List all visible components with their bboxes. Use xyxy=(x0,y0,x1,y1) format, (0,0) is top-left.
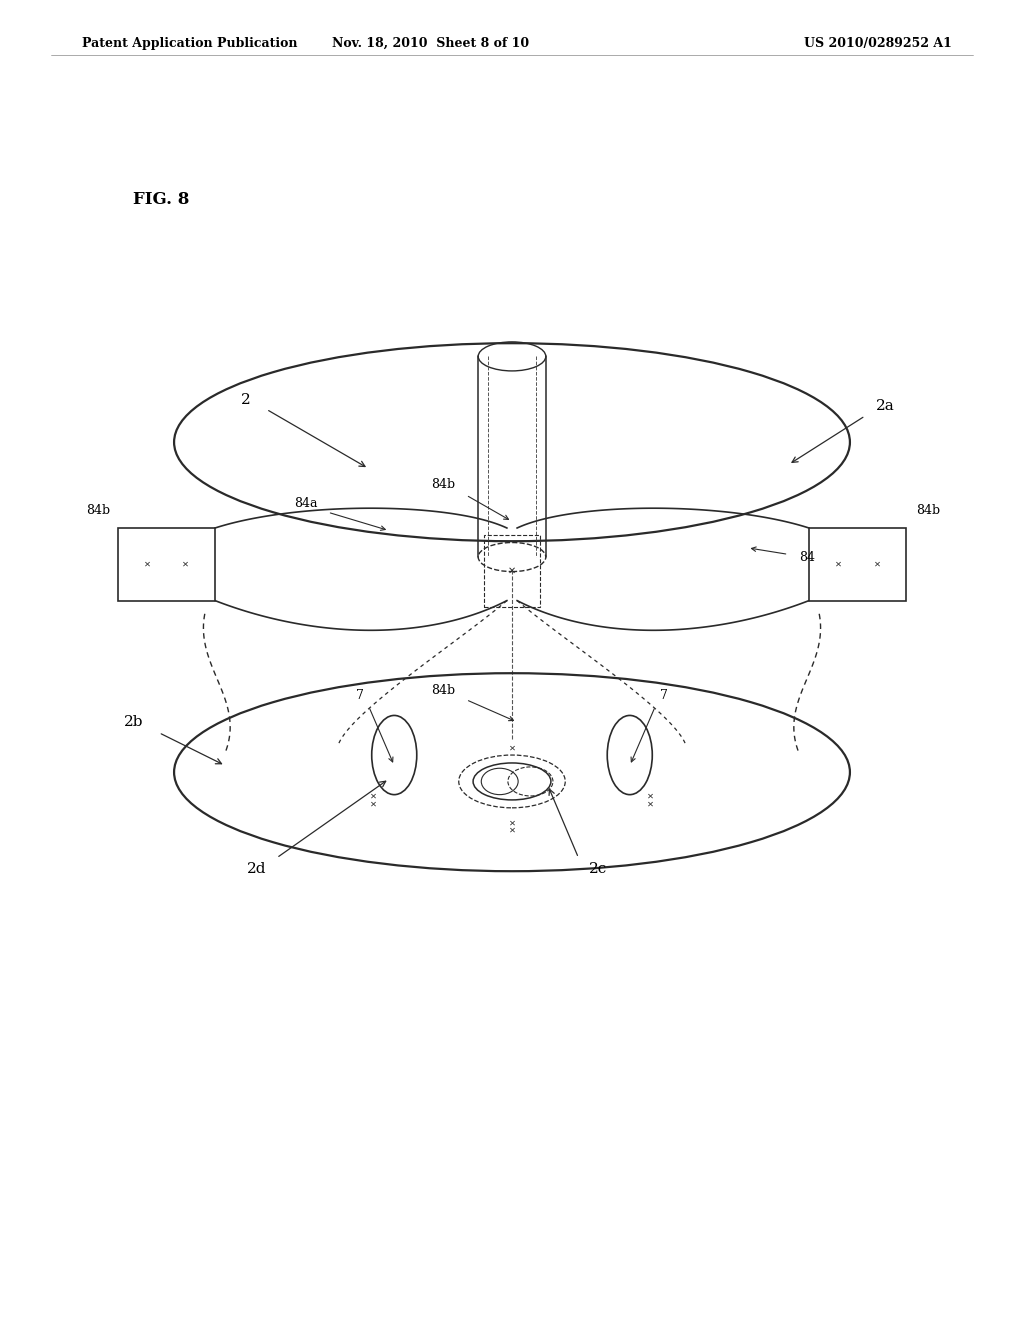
Text: ✕
✕: ✕ ✕ xyxy=(509,818,515,836)
Bar xyxy=(483,535,541,607)
Text: 84a: 84a xyxy=(294,496,317,510)
Text: FIG. 8: FIG. 8 xyxy=(133,191,189,209)
Text: ✕: ✕ xyxy=(508,566,516,576)
Bar xyxy=(118,528,215,601)
Text: ✕: ✕ xyxy=(143,560,151,569)
Text: 7: 7 xyxy=(355,689,364,702)
Text: 84b: 84b xyxy=(916,504,941,517)
Text: ✕: ✕ xyxy=(182,560,189,569)
Text: ✕
✕: ✕ ✕ xyxy=(647,792,653,809)
Text: 2b: 2b xyxy=(124,714,143,729)
Text: 7: 7 xyxy=(660,689,669,702)
Text: ✕: ✕ xyxy=(835,560,842,569)
Text: 2a: 2a xyxy=(876,399,894,413)
Text: 84b: 84b xyxy=(86,504,111,517)
Text: 2d: 2d xyxy=(247,862,266,876)
Text: 84b: 84b xyxy=(431,478,456,491)
Text: 2: 2 xyxy=(241,392,251,407)
Text: US 2010/0289252 A1: US 2010/0289252 A1 xyxy=(805,37,952,50)
Text: ✕: ✕ xyxy=(873,560,881,569)
Bar xyxy=(809,528,906,601)
Text: Patent Application Publication: Patent Application Publication xyxy=(82,37,297,50)
Text: 84b: 84b xyxy=(431,684,456,697)
Text: ✕: ✕ xyxy=(509,744,515,752)
Text: Nov. 18, 2010  Sheet 8 of 10: Nov. 18, 2010 Sheet 8 of 10 xyxy=(332,37,528,50)
Text: 2c: 2c xyxy=(589,862,607,876)
Text: ✕
✕: ✕ ✕ xyxy=(371,792,377,809)
Text: 84: 84 xyxy=(799,550,815,564)
